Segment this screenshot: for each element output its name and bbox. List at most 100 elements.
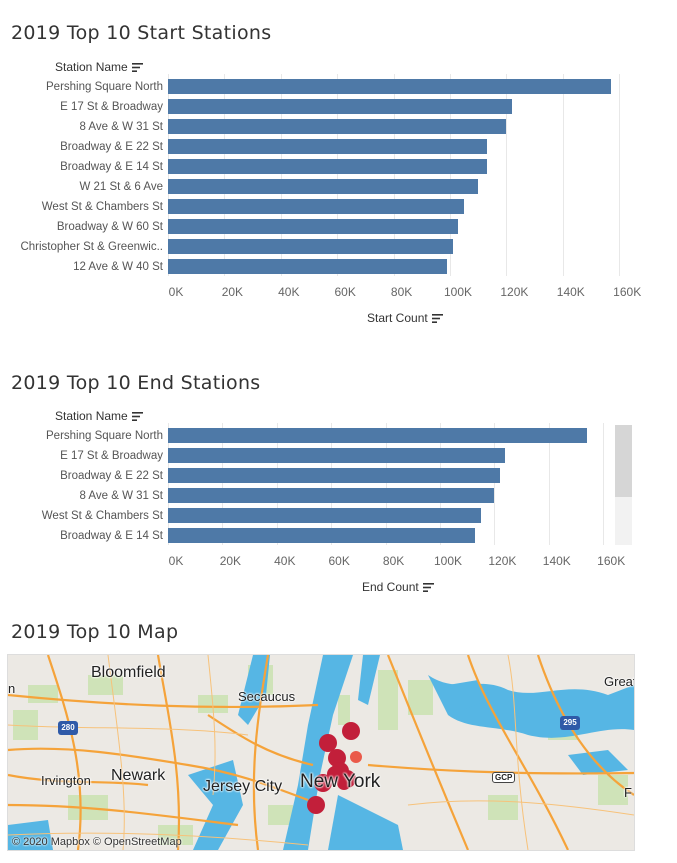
x-tick-label: 20K [221, 285, 244, 299]
category-label[interactable]: W 21 St & 6 Ave [79, 181, 163, 193]
bar[interactable] [168, 159, 487, 174]
x-tick-label: 0K [168, 554, 184, 568]
gridline [450, 74, 451, 276]
x-tick-label: 160K [597, 554, 626, 568]
gridline [331, 423, 333, 545]
bar[interactable] [168, 239, 453, 254]
station-marker[interactable] [327, 766, 343, 782]
gridline [603, 423, 605, 545]
gridline [224, 74, 226, 276]
gridline [440, 423, 441, 545]
gridline [168, 423, 169, 545]
station-marker[interactable] [337, 776, 351, 790]
end-chart-scroll-thumb[interactable] [615, 425, 632, 497]
x-tick-label: 80K [390, 285, 413, 299]
gcp-road-label: GCP [492, 772, 516, 783]
map-background [8, 655, 634, 850]
bar[interactable] [168, 528, 476, 543]
x-tick-label: 100K [443, 285, 473, 299]
map-title: 2019 Top 10 Map [11, 621, 179, 643]
x-tick-label: 80K [382, 554, 405, 568]
category-label[interactable]: 12 Ave & W 40 St [73, 261, 163, 273]
sort-icon[interactable] [431, 314, 443, 324]
map-label-irvington: Irvington [41, 773, 91, 788]
category-label[interactable]: Christopher St & Greenwic.. [20, 241, 163, 253]
map-label-great: Great [604, 674, 635, 689]
end-axis-title[interactable]: End Count [362, 580, 434, 594]
bar[interactable] [168, 428, 587, 443]
map-label-newark: Newark [111, 767, 166, 784]
start-axis-label: Start Count [367, 311, 428, 325]
gridline [280, 74, 282, 276]
bar[interactable] [168, 119, 507, 134]
category-label[interactable]: West St & Chambers St [41, 201, 163, 213]
category-label[interactable]: Broadway & E 14 St [60, 161, 163, 173]
category-label[interactable]: E 17 St & Broadway [60, 450, 163, 462]
station-map[interactable]: Bloomfield Secaucus Irvington Newark Jer… [7, 654, 635, 851]
sort-icon[interactable] [131, 412, 143, 422]
map-label-edge-right: F [624, 785, 632, 800]
end-col-header-label: Station Name [55, 409, 128, 423]
category-label[interactable]: E 17 St & Broadway [60, 101, 163, 113]
start-axis-title[interactable]: Start Count [367, 311, 443, 325]
gridline [393, 74, 395, 276]
gridline [337, 74, 339, 276]
bar[interactable] [168, 219, 459, 234]
category-label[interactable]: 8 Ave & W 31 St [79, 121, 163, 133]
x-tick-label: 140K [556, 285, 585, 299]
x-tick-label: 160K [613, 285, 642, 299]
gridline [494, 423, 496, 545]
bar[interactable] [168, 259, 448, 274]
end-chart-title: 2019 Top 10 End Stations [11, 372, 261, 394]
bar[interactable] [168, 488, 495, 503]
x-tick-label: 60K [328, 554, 350, 568]
map-label-edge-left: n [8, 681, 16, 696]
category-label[interactable]: Broadway & E 22 St [60, 470, 163, 482]
category-label[interactable]: Broadway & W 60 St [56, 221, 163, 233]
gridline [168, 74, 169, 276]
bar[interactable] [168, 79, 611, 94]
station-marker[interactable] [314, 774, 332, 792]
sort-icon[interactable] [131, 63, 143, 73]
x-tick-label: 120K [488, 554, 517, 568]
category-label[interactable]: Broadway & E 22 St [60, 141, 163, 153]
map-label-secaucus: Secaucus [238, 689, 296, 704]
end-axis-label: End Count [362, 580, 419, 594]
start-col-header[interactable]: Station Name [55, 60, 143, 74]
x-tick-label: 40K [278, 285, 300, 299]
x-tick-label: 60K [334, 285, 356, 299]
highway-shield-295: 295 [560, 716, 580, 730]
x-tick-label: 20K [219, 554, 242, 568]
station-marker[interactable] [307, 796, 325, 814]
bar[interactable] [168, 448, 506, 463]
bar[interactable] [168, 179, 479, 194]
x-tick-label: 0K [168, 285, 184, 299]
category-label[interactable]: Pershing Square North [46, 81, 163, 93]
category-label[interactable]: 8 Ave & W 31 St [79, 490, 163, 502]
highway-shield-280: 280 [58, 721, 78, 735]
x-tick-label: 120K [500, 285, 529, 299]
bar[interactable] [168, 199, 465, 214]
bar[interactable] [168, 99, 513, 114]
gridline [385, 423, 387, 545]
bar[interactable] [168, 508, 481, 523]
gridline [548, 423, 550, 545]
station-marker[interactable] [350, 751, 362, 763]
category-label[interactable]: West St & Chambers St [41, 510, 163, 522]
gridline [619, 74, 621, 276]
gridline [276, 423, 278, 545]
station-marker[interactable] [342, 722, 360, 740]
x-tick-label: 40K [274, 554, 296, 568]
map-label-jersey-city: Jersey City [203, 778, 283, 795]
start-col-header-label: Station Name [55, 60, 128, 74]
end-col-header[interactable]: Station Name [55, 409, 143, 423]
map-label-bloomfield: Bloomfield [91, 664, 166, 681]
map-attribution[interactable]: © 2020 Mapbox © OpenStreetMap [12, 836, 182, 848]
sort-icon[interactable] [422, 583, 434, 593]
bar[interactable] [168, 139, 487, 154]
station-marker[interactable] [319, 734, 337, 752]
bar[interactable] [168, 468, 500, 483]
category-label[interactable]: Pershing Square North [46, 430, 163, 442]
gridline [222, 423, 224, 545]
category-label[interactable]: Broadway & E 14 St [60, 530, 163, 542]
